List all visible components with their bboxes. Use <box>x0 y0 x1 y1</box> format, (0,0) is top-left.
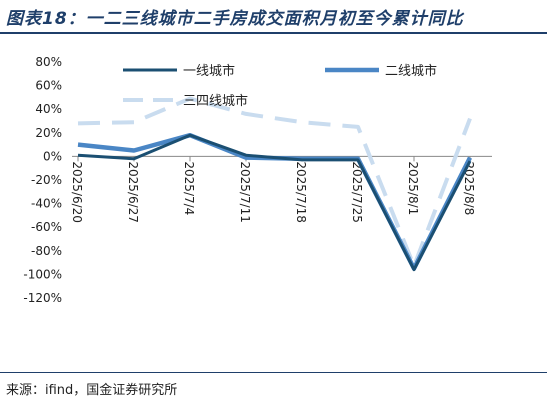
x-axis: 2025/6/20 2025/6/27 2025/7/4 2025/7/11 2025/… <box>70 156 476 223</box>
y-tick-label: -100% <box>23 267 62 281</box>
y-tick-label: 40% <box>35 102 62 116</box>
chart-title: 图表18：一二三线城市二手房成交面积月初至今累计同比 <box>6 9 464 29</box>
legend-label-2: 二线城市 <box>385 63 437 79</box>
y-tick-label: -120% <box>23 291 62 305</box>
y-tick-label: -80% <box>31 244 62 258</box>
y-axis: 80% 60% 40% 20% 0% -20% -40% -60% -80% -100% -120% <box>23 55 492 305</box>
x-tick-label: 2025/7/18 <box>294 161 308 223</box>
legend-label-1: 一线城市 <box>183 63 235 79</box>
x-tick-label: 2025/7/4 <box>182 161 196 215</box>
y-tick-label: 80% <box>35 55 62 69</box>
title-divider <box>0 32 547 34</box>
legend-label-3: 三四线城市 <box>183 93 248 109</box>
source-divider <box>0 372 547 373</box>
x-tick-label: 2025/6/20 <box>70 161 84 223</box>
y-tick-label: 60% <box>35 79 62 93</box>
series-line-1 <box>77 133 472 272</box>
y-tick-label: 0% <box>43 149 62 163</box>
series-line-3 <box>77 96 472 269</box>
y-tick-label: -20% <box>31 173 62 187</box>
y-tick-label: 20% <box>35 126 62 140</box>
source-note: 来源：ifind，国金证券研究所 <box>6 383 178 398</box>
x-tick-label: 2025/7/11 <box>238 161 252 223</box>
x-tick-label: 2025/8/1 <box>406 161 420 215</box>
line-chart: 80% 60% 40% 20% 0% -20% -40% -60% -80% -100% -120%… <box>23 55 492 305</box>
x-tick-label: 2025/6/27 <box>126 161 140 223</box>
y-tick-label: -40% <box>31 197 62 211</box>
x-tick-label: 2025/7/25 <box>350 161 364 223</box>
series-layer <box>77 96 473 272</box>
y-tick-label: -60% <box>31 220 62 234</box>
x-tick-label: 2025/8/8 <box>462 161 476 215</box>
